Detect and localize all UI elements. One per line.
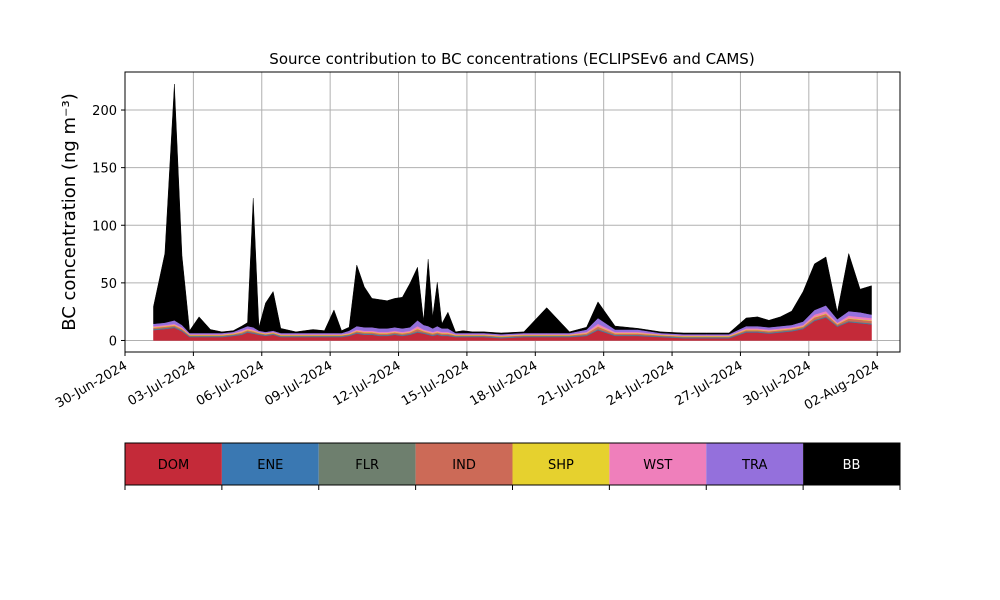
y-tick-label: 50	[100, 277, 117, 292]
x-tick-label: 18-Jul-2024	[467, 358, 540, 409]
x-tick-label: 06-Jul-2024	[194, 358, 267, 409]
legend-label: BB	[843, 458, 861, 473]
chart-title: Source contribution to BC concentrations…	[269, 50, 754, 68]
legend-swatch-wst	[609, 443, 707, 485]
x-tick-label: 12-Jul-2024	[331, 358, 404, 409]
plot-frame	[124, 71, 901, 353]
legend-label: IND	[452, 458, 476, 473]
legend-label: TRA	[741, 458, 767, 473]
x-tick-label: 27-Jul-2024	[673, 358, 746, 409]
legend-label: FLR	[355, 458, 379, 473]
x-tick-label: 09-Jul-2024	[262, 358, 335, 409]
y-tick-label: 0	[109, 334, 117, 349]
x-tick-label: 24-Jul-2024	[604, 358, 677, 409]
y-tick-label: 200	[92, 104, 117, 119]
stacked-areas	[153, 84, 872, 341]
legend-swatch-ene	[221, 443, 319, 485]
x-tick-label: 02-Aug-2024	[802, 358, 882, 413]
legend-label: DOM	[158, 458, 189, 473]
legend-swatch-dom	[125, 443, 222, 485]
y-tick-label: 100	[92, 219, 117, 234]
legend-swatch-flr	[318, 443, 416, 485]
x-tick-label: 21-Jul-2024	[536, 358, 609, 409]
x-axis: 30-Jun-202403-Jul-202406-Jul-202409-Jul-…	[53, 352, 882, 414]
legend-label: SHP	[548, 458, 574, 473]
x-tick-label: 15-Jul-2024	[399, 358, 472, 409]
x-tick-label: 03-Jul-2024	[126, 358, 199, 409]
legend-swatch-shp	[512, 443, 610, 485]
x-tick-label: 30-Jun-2024	[53, 358, 130, 411]
legend-swatch-tra	[706, 443, 804, 485]
y-axis-label: BC concentration (ng m⁻³)	[59, 93, 80, 331]
legend-swatch-ind	[415, 443, 513, 485]
legend-swatch-bb	[803, 443, 900, 485]
gridlines	[124, 72, 900, 352]
legend-colorbar: DOM ENE FLR IND SHP WST TRA BB	[124, 442, 901, 490]
legend-label: ENE	[257, 458, 283, 473]
y-axis: 0 50 100 150 200	[92, 104, 125, 349]
series-area-bb	[153, 84, 872, 335]
y-tick-label: 150	[92, 162, 117, 177]
legend-label: WST	[643, 458, 672, 473]
